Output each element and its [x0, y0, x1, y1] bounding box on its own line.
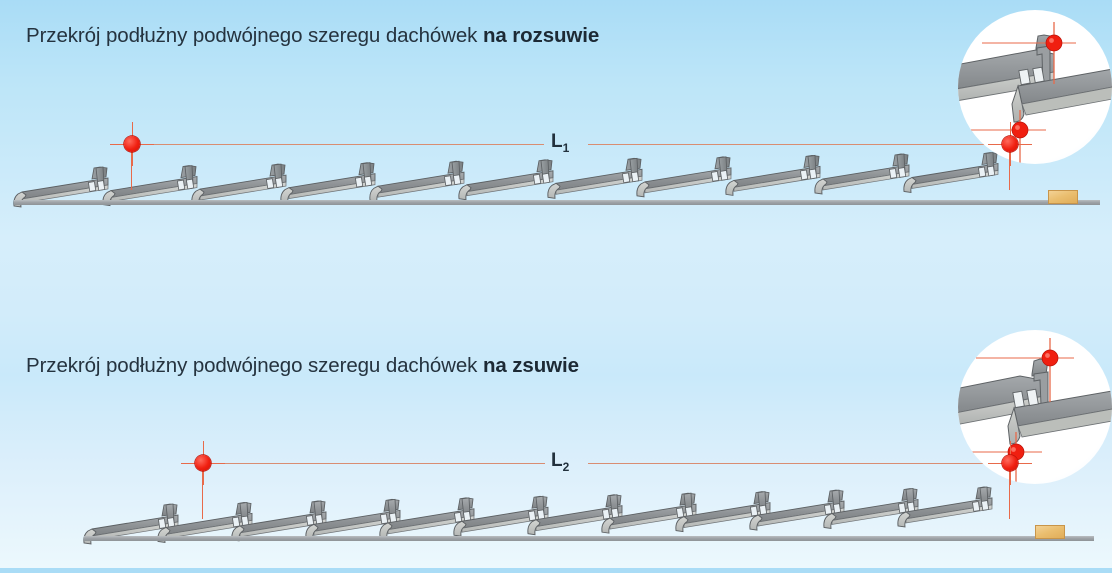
leader-line-right-rozsuw	[1009, 144, 1011, 190]
dimension-line-left-l2	[203, 463, 545, 464]
dim-label-subscript: 2	[562, 459, 570, 474]
batten-block-rozsuw	[1048, 190, 1078, 204]
detail-circle-rozsuw	[958, 10, 1112, 164]
dim-label-subscript: 1	[562, 140, 570, 155]
title-plain-text: Przekrój podłużny podwójnego szeregu dac…	[26, 354, 483, 377]
tile-row-rozsuw	[0, 0, 1112, 284]
support-line-zsuw	[84, 536, 1094, 541]
batten-block-zsuw	[1035, 525, 1065, 539]
panel-rozsuw: Przekrój podłużny podwójnego szeregu dac…	[0, 0, 1112, 284]
leader-line-left-rozsuw	[131, 144, 133, 190]
batten-body	[1035, 525, 1065, 539]
dimension-line-right-l2	[588, 463, 1010, 464]
detail-marker-lower	[958, 432, 1042, 484]
dimension-label-l2: L2	[551, 450, 569, 474]
panel-title-rozsuw: Przekrój podłużny podwójnego szeregu dac…	[26, 24, 599, 48]
tile-row-svg-rozsuw	[13, 152, 999, 208]
marker-dot-icon	[195, 455, 211, 471]
detail-marker-upper	[982, 22, 1076, 84]
tile-row-svg-zsuw	[83, 486, 993, 545]
marker-dot-icon	[124, 136, 140, 152]
detail-marker-upper	[976, 338, 1074, 402]
title-bold-text: na zsuwie	[482, 354, 579, 377]
panel-title-zsuw: Przekrój podłużny podwójnego szeregu dac…	[26, 354, 579, 378]
marker-dot-icon	[1002, 136, 1018, 152]
dimension-line-left-l1	[132, 144, 544, 145]
panel-zsuw: Przekrój podłużny podwójnego szeregu dac…	[0, 284, 1112, 568]
title-bold-text: na rozsuwie	[482, 24, 600, 47]
detail-marker-lower	[958, 110, 1046, 164]
tile-row-zsuw	[0, 284, 1112, 568]
support-line-rozsuw	[14, 200, 1100, 205]
batten-body	[1048, 190, 1078, 204]
dim-label-letter: L	[551, 450, 563, 471]
dimension-line-right-l1	[588, 144, 1010, 145]
detail-circle-zsuw	[958, 330, 1112, 484]
marker-dot-icon	[1002, 455, 1018, 471]
detail-circle-svg-zsuw	[958, 338, 1112, 484]
leader-line-right-zsuw	[1009, 463, 1011, 519]
detail-circle-svg-rozsuw	[958, 22, 1112, 164]
dim-label-letter: L	[551, 131, 563, 152]
title-plain-text: Przekrój podłużny podwójnego szeregu dac…	[26, 24, 483, 47]
leader-line-left-zsuw	[202, 463, 204, 519]
dimension-label-l1: L1	[551, 131, 569, 155]
